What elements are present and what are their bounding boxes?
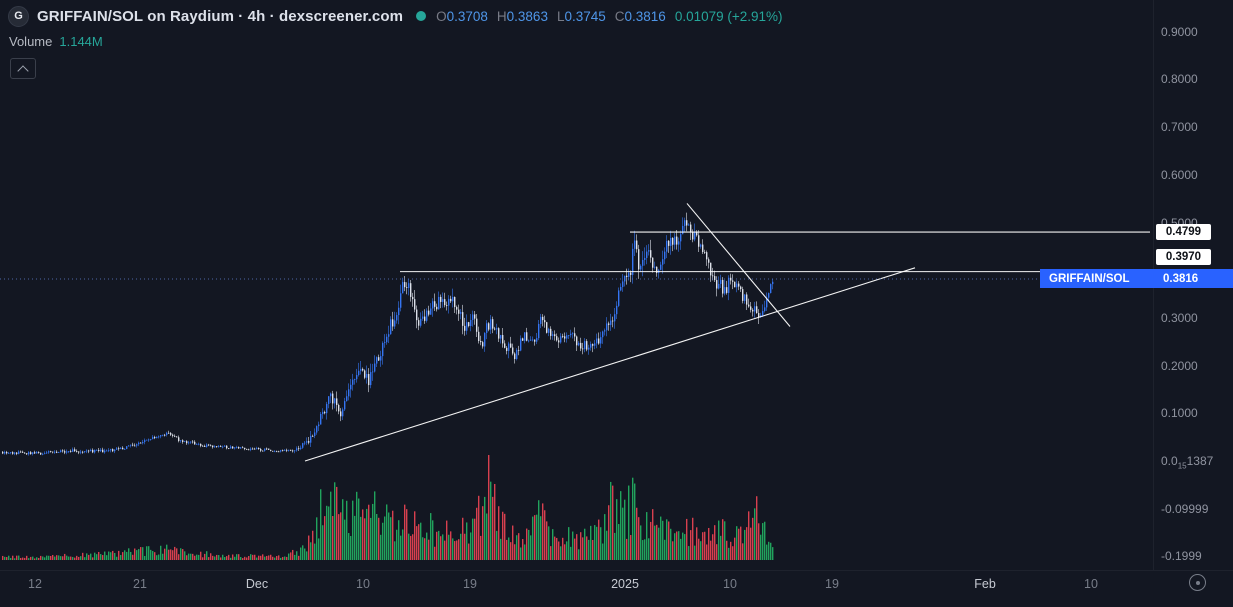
volume-readout: Volume 1.144M xyxy=(9,34,103,49)
price-axis-tick: 0.9000 xyxy=(1161,24,1198,39)
time-axis-tick: 10 xyxy=(723,577,737,591)
price-axis-tick: 0.8000 xyxy=(1161,72,1198,87)
time-axis-tick: 10 xyxy=(356,577,370,591)
volume-value: 1.144M xyxy=(59,34,103,49)
price-scale-settings-icon[interactable] xyxy=(1189,574,1206,591)
live-status-icon xyxy=(416,11,427,21)
open-value: 0.3708 xyxy=(446,8,488,24)
time-axis-tick: Feb xyxy=(974,577,996,591)
high-readout: H0.3863 xyxy=(497,9,548,24)
time-axis-tick: 12 xyxy=(28,577,42,591)
volume-label: Volume xyxy=(9,34,53,49)
high-value: 0.3863 xyxy=(506,8,548,24)
price-axis-tick: 0.0151387 xyxy=(1161,454,1214,471)
pair-name: GRIFFAIN/SOL xyxy=(1049,272,1130,285)
price-axis-tick: 0.2000 xyxy=(1161,358,1198,373)
time-axis-tick: Dec xyxy=(245,577,269,591)
time-axis-tick: 2025 xyxy=(611,577,639,591)
low-readout: L0.3745 xyxy=(557,9,606,24)
close-readout: C0.3816 xyxy=(615,9,666,24)
last-price-label: GRIFFAIN/SOL 0.3816 xyxy=(1040,269,1233,289)
ohlc-readout: O0.3708 H0.3863 L0.3745 C0.3816 0.01079 … xyxy=(436,9,782,24)
price-axis-tick: -0.1999 xyxy=(1161,549,1202,564)
collapse-pane-button[interactable] xyxy=(10,58,36,79)
last-price-value: 0.3816 xyxy=(1163,272,1199,285)
time-axis-tick: 19 xyxy=(825,577,839,591)
time-axis-tick: 19 xyxy=(463,577,477,591)
chart-title: GRIFFAIN/SOL on Raydium · 4h · dexscreen… xyxy=(37,7,404,25)
low-value: 0.3745 xyxy=(564,8,606,24)
time-axis[interactable]: 12 21 Dec 10 19 2025 10 19 Feb 10 xyxy=(0,570,1233,607)
open-label: O xyxy=(436,8,447,24)
price-level-label: 0.4799 xyxy=(1156,224,1211,241)
close-label: C xyxy=(614,8,625,24)
price-level-label: 0.3970 xyxy=(1156,248,1211,265)
high-label: H xyxy=(496,8,507,24)
chevron-up-icon xyxy=(17,64,29,77)
open-readout: O0.3708 xyxy=(436,9,488,24)
time-axis-tick: 21 xyxy=(133,577,147,591)
close-value: 0.3816 xyxy=(624,8,666,24)
chart-header: G GRIFFAIN/SOL on Raydium · 4h · dexscre… xyxy=(8,5,783,27)
price-axis-tick: 0.1000 xyxy=(1161,406,1198,421)
price-axis-tick: 0.6000 xyxy=(1161,167,1198,182)
price-axis-tick: -0.09999 xyxy=(1161,501,1209,516)
low-label: L xyxy=(556,8,565,24)
price-axis-tick: 0.3000 xyxy=(1161,310,1198,325)
price-axis[interactable]: 0.9000 0.8000 0.7000 0.6000 0.5000 0.3000 0.20… xyxy=(1156,0,1233,570)
price-axis-tick: 0.7000 xyxy=(1161,120,1198,135)
token-logo: G xyxy=(8,5,29,27)
time-axis-tick: 10 xyxy=(1084,577,1098,591)
change-value: 0.01079 (+2.91%) xyxy=(674,8,783,24)
